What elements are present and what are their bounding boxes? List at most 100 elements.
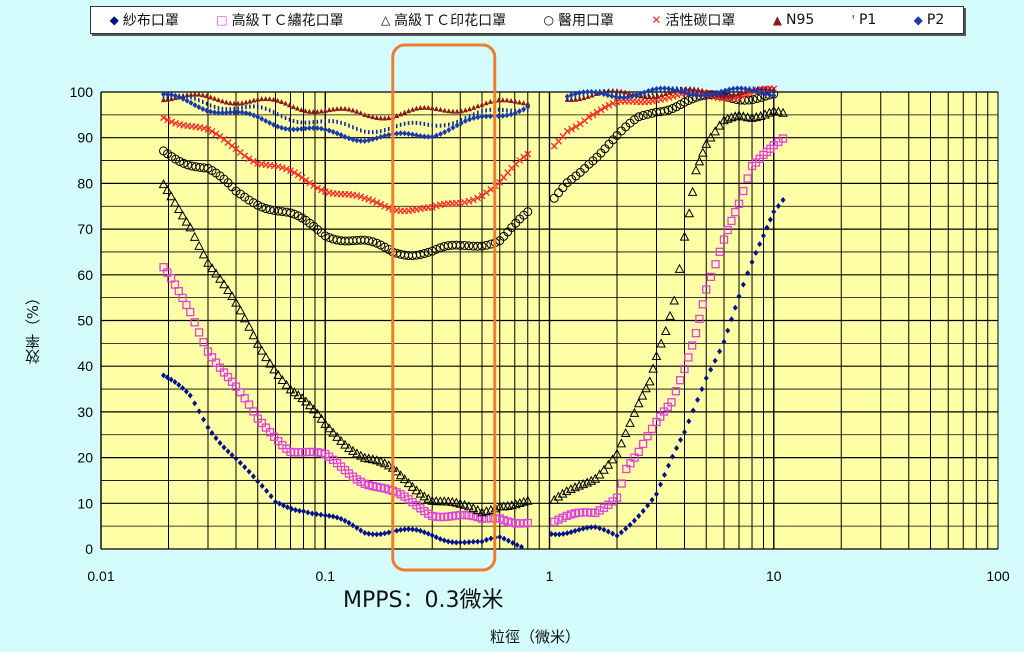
- data-point-circle: [199, 163, 209, 173]
- data-point-diamond: [471, 115, 477, 122]
- data-point-diamond: [342, 517, 348, 524]
- data-point-triangle: [522, 495, 533, 505]
- data-point-triangle: [207, 263, 217, 273]
- data-point-square: [778, 134, 788, 143]
- data-point-diamond: [564, 93, 570, 100]
- data-point-tick: [221, 106, 224, 111]
- data-point-diamond: [738, 85, 744, 92]
- data-point-diamond: [314, 511, 320, 518]
- data-point-filled-triangle: [406, 108, 412, 114]
- data-point-diamond: [775, 202, 781, 209]
- data-point-square: [702, 285, 711, 294]
- data-point-tick: [359, 128, 362, 133]
- legend-label: 醫用口罩: [558, 13, 614, 29]
- data-point-filled-triangle: [425, 104, 431, 110]
- data-point-diamond: [678, 88, 684, 95]
- data-point-triangle: [599, 464, 609, 474]
- data-point-diamond: [504, 112, 510, 119]
- data-point-square: [743, 174, 752, 183]
- legend-marker-icon: ◆: [913, 13, 923, 27]
- data-point-tick: [472, 112, 475, 117]
- data-point-triangle: [773, 106, 784, 116]
- data-point-diamond: [649, 86, 655, 93]
- data-point-filled-triangle: [413, 105, 419, 111]
- data-point-circle: [175, 156, 185, 166]
- data-point-triangle: [415, 488, 426, 498]
- data-point-triangle: [691, 165, 701, 175]
- data-point-diamond: [708, 366, 714, 373]
- data-point-filled-triangle: [318, 108, 324, 114]
- data-point-cross: [465, 197, 473, 205]
- data-point-diamond: [305, 509, 311, 516]
- data-point-tick: [229, 107, 232, 112]
- y-tick-label: 20: [77, 450, 93, 466]
- data-point-square: [550, 517, 559, 526]
- data-point-cross: [605, 101, 613, 109]
- data-point-diamond: [168, 91, 174, 98]
- data-point-filled-triangle: [410, 106, 416, 112]
- data-point-diamond: [631, 517, 637, 524]
- data-point-filled-triangle: [227, 100, 233, 106]
- data-point-filled-triangle: [731, 91, 737, 97]
- data-point-diamond: [627, 521, 633, 528]
- data-point-triangle: [304, 400, 315, 410]
- data-point-diamond: [702, 92, 708, 99]
- data-point-diamond: [187, 392, 193, 399]
- data-point-circle: [289, 209, 299, 219]
- data-point-triangle: [173, 203, 184, 214]
- data-point-triangle: [586, 475, 597, 485]
- data-point-diamond: [338, 132, 344, 139]
- data-point-square: [734, 199, 744, 208]
- data-point-diamond: [670, 453, 676, 460]
- data-point-diamond: [318, 511, 324, 518]
- data-point-tick: [332, 119, 334, 124]
- data-point-filled-triangle: [294, 105, 300, 111]
- data-point-filled-triangle: [450, 108, 456, 114]
- data-point-filled-triangle: [370, 114, 376, 120]
- data-point-diamond: [714, 89, 720, 96]
- data-point-diamond: [694, 92, 700, 99]
- data-point-triangle: [644, 376, 655, 386]
- data-point-square: [562, 511, 571, 521]
- data-point-diamond: [442, 129, 448, 136]
- data-point-filled-triangle: [767, 85, 773, 91]
- data-point-cross: [357, 193, 365, 201]
- data-point-diamond: [576, 526, 582, 533]
- data-point-triangle: [189, 231, 200, 241]
- data-point-diamond: [298, 125, 304, 132]
- data-point-diamond: [302, 125, 308, 132]
- data-point-diamond: [740, 281, 746, 288]
- data-point-filled-triangle: [338, 105, 344, 111]
- data-point-diamond: [446, 126, 452, 133]
- data-point-triangle: [726, 112, 737, 122]
- data-point-filled-triangle: [243, 99, 249, 105]
- data-point-tick: [190, 95, 192, 100]
- data-point-diamond: [645, 88, 651, 95]
- data-point-diamond: [354, 137, 360, 144]
- data-point-diamond: [589, 88, 595, 95]
- data-point-triangle: [185, 222, 196, 232]
- data-point-triangle: [459, 499, 470, 509]
- data-point-triangle: [764, 107, 775, 117]
- data-point-diamond: [674, 87, 680, 94]
- data-point-triangle: [301, 396, 311, 406]
- data-point-square: [684, 353, 693, 362]
- data-point-circle: [468, 241, 478, 251]
- x-tick-label: 100: [986, 568, 1010, 584]
- data-point-diamond: [593, 89, 599, 96]
- data-point-triangle: [419, 491, 430, 501]
- data-point-triangle: [244, 321, 254, 331]
- data-point-diamond: [410, 131, 416, 138]
- data-point-diamond: [722, 87, 728, 94]
- data-point-triangle: [277, 374, 288, 384]
- data-point-diamond: [703, 375, 709, 382]
- data-point-tick: [198, 98, 200, 103]
- data-point-triangle: [464, 501, 474, 511]
- data-point-diamond: [488, 535, 494, 542]
- data-point-cross: [310, 182, 318, 190]
- legend-item: □ 高級ＴＣ繡花口罩: [216, 10, 343, 30]
- data-point-tick: [324, 119, 327, 124]
- data-point-triangle: [616, 438, 627, 448]
- data-point-diamond: [250, 473, 256, 480]
- data-point-diamond: [180, 95, 186, 102]
